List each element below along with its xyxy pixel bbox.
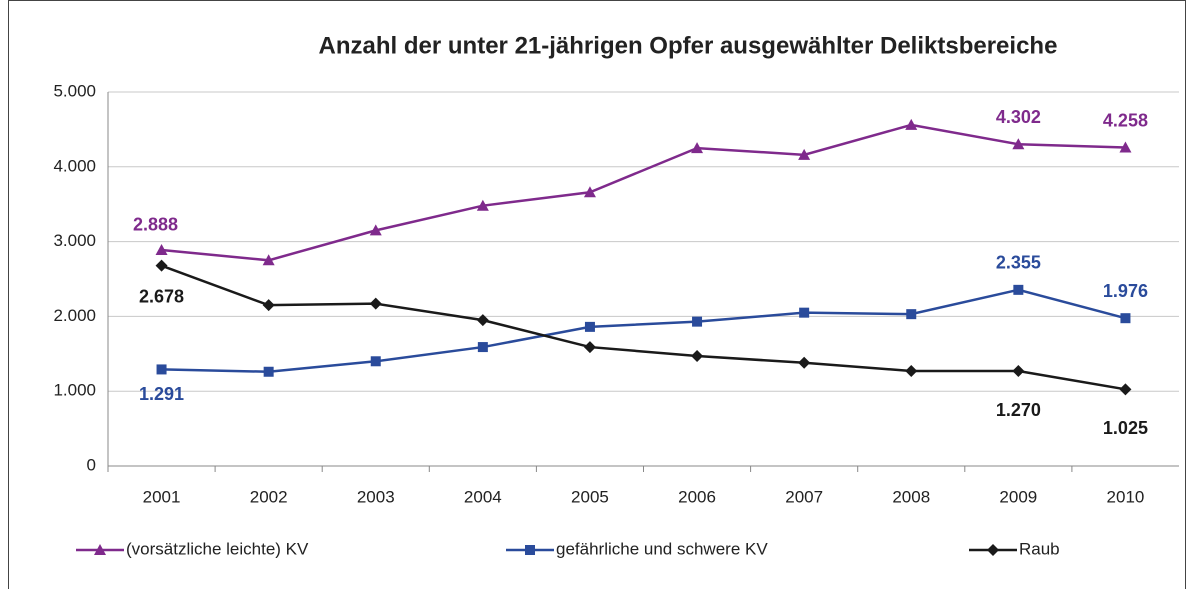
data-label: 4.302	[996, 107, 1041, 127]
legend-label: (vorsätzliche leichte) KV	[126, 539, 309, 558]
marker	[262, 299, 275, 312]
series-line	[161, 264, 1126, 391]
x-tick-label: 2006	[678, 487, 716, 506]
marker	[263, 366, 274, 377]
marker	[1012, 365, 1025, 378]
x-tick-label: 2004	[464, 487, 502, 506]
marker	[525, 545, 535, 555]
marker	[1013, 284, 1024, 295]
marker	[906, 309, 917, 320]
marker	[691, 350, 704, 363]
marker	[691, 142, 704, 154]
marker	[905, 365, 918, 378]
marker	[155, 259, 168, 272]
marker	[798, 148, 811, 160]
y-tick-label: 1.000	[53, 381, 96, 400]
marker	[94, 544, 106, 555]
y-tick-label: 2.000	[53, 306, 96, 325]
marker	[799, 307, 810, 318]
data-label: 2.355	[996, 253, 1041, 273]
x-tick-label: 2005	[571, 487, 609, 506]
y-tick-label: 5.000	[53, 81, 96, 100]
marker	[477, 342, 488, 353]
marker	[155, 243, 168, 255]
x-tick-label: 2002	[250, 487, 288, 506]
marker	[476, 199, 489, 211]
marker	[987, 544, 999, 556]
series-line	[161, 123, 1126, 262]
marker	[1119, 383, 1132, 396]
marker	[583, 186, 596, 198]
marker	[156, 364, 167, 375]
marker	[905, 118, 918, 130]
data-label: 1.291	[139, 384, 184, 404]
marker	[1120, 313, 1131, 324]
marker	[369, 297, 382, 310]
data-label: 4.258	[1103, 110, 1148, 130]
marker	[692, 316, 703, 327]
x-tick-label: 2009	[999, 487, 1037, 506]
marker	[1119, 141, 1132, 153]
marker	[369, 224, 382, 236]
y-tick-label: 3.000	[53, 231, 96, 250]
marker	[584, 321, 595, 332]
marker	[476, 314, 489, 327]
x-tick-label: 2007	[785, 487, 823, 506]
x-tick-label: 2003	[357, 487, 395, 506]
series-line	[161, 288, 1126, 374]
marker	[798, 356, 811, 369]
chart-title: Anzahl der unter 21-jährigen Opfer ausge…	[319, 32, 1058, 59]
legend-label: gefährliche und schwere KV	[556, 539, 768, 558]
chart-frame	[8, 0, 1186, 589]
y-tick-label: 4.000	[53, 156, 96, 175]
marker	[370, 356, 381, 367]
marker	[583, 341, 596, 354]
marker	[262, 254, 275, 266]
x-tick-label: 2010	[1107, 487, 1145, 506]
y-tick-label: 0	[87, 455, 96, 474]
marker	[1012, 138, 1025, 150]
x-tick-label: 2008	[892, 487, 930, 506]
x-tick-label: 2001	[143, 487, 181, 506]
data-label: 2.678	[139, 286, 184, 306]
data-label: 1.270	[996, 400, 1041, 420]
data-label: 1.976	[1103, 281, 1148, 301]
data-label: 2.888	[133, 215, 178, 235]
legend-label: Raub	[1019, 539, 1060, 558]
data-label: 1.025	[1103, 418, 1148, 438]
